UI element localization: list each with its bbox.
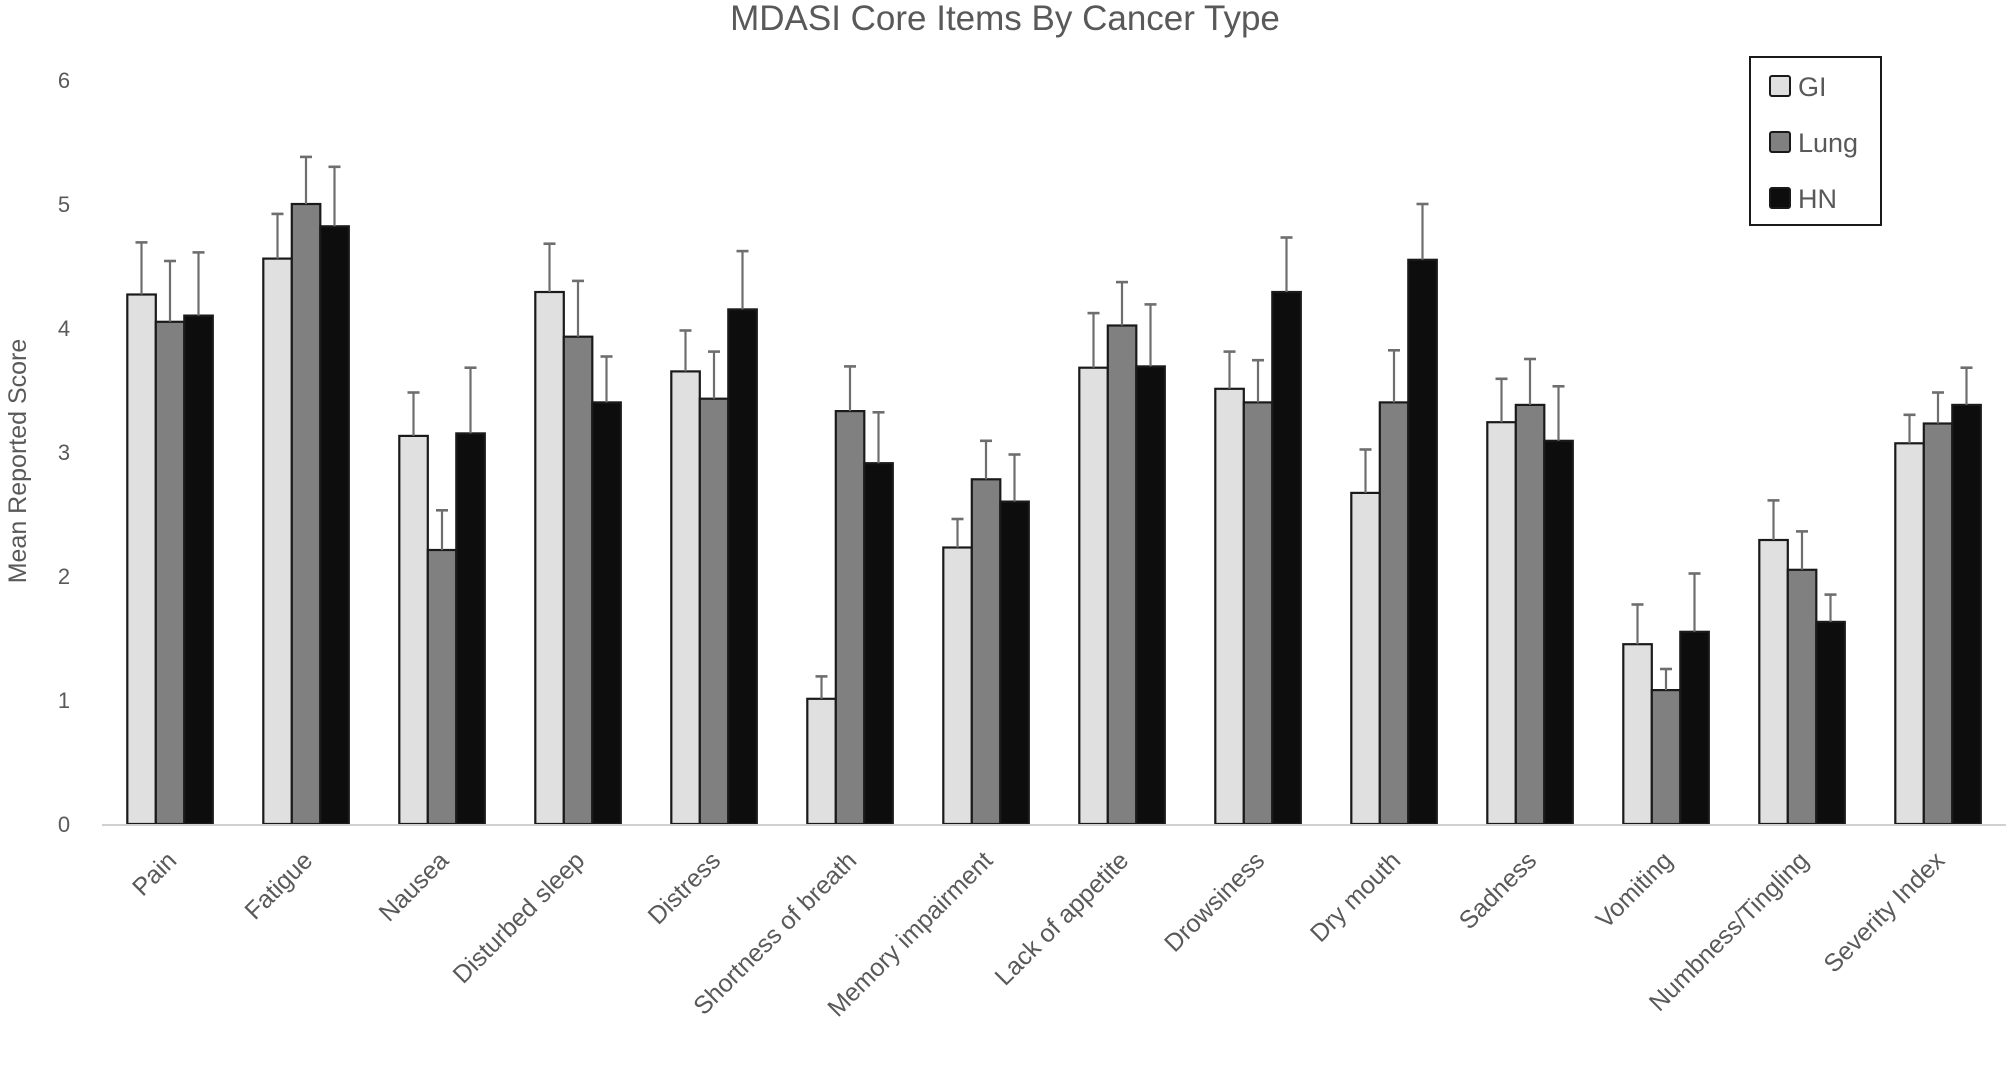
bar-lung [562, 335, 594, 826]
bar-hn [863, 462, 894, 826]
bar-lung [426, 548, 458, 826]
bar-gi [1214, 387, 1245, 826]
bar-hn [1407, 258, 1438, 826]
x-tick-label: Nausea [374, 846, 455, 927]
bar-lung [1514, 403, 1546, 826]
y-tick-label: 2 [58, 564, 70, 589]
bar-lung [1922, 422, 1954, 826]
bar-lung [834, 410, 866, 826]
y-tick-label: 1 [58, 688, 70, 713]
bar-gi [1350, 491, 1381, 826]
bar-hn [591, 401, 622, 826]
bar-gi [534, 290, 565, 826]
bar-gi [942, 546, 973, 826]
bar-hn [727, 308, 758, 826]
x-tick-label: Distress [643, 846, 727, 930]
x-tick-label: Fatigue [239, 846, 318, 925]
bar-gi [1078, 366, 1109, 826]
bar-lung [1242, 401, 1274, 826]
legend: GI Lung HN [1749, 56, 1882, 226]
chart-title: MDASI Core Items By Cancer Type [730, 0, 1280, 38]
x-tick-label: Severity Index [1818, 846, 1950, 978]
bar-gi [1486, 421, 1517, 826]
bar-hn [1543, 439, 1574, 826]
y-tick-label: 5 [58, 192, 70, 217]
y-tick-label: 4 [58, 316, 70, 341]
bar-gi [1894, 442, 1925, 826]
y-axis-title: Mean Reported Score [4, 339, 32, 584]
bar-hn [1815, 620, 1846, 826]
bar-lung [1378, 401, 1410, 826]
bar-hn [455, 432, 486, 826]
legend-swatch-gi [1769, 75, 1791, 97]
bar-hn [999, 500, 1030, 826]
x-tick-label: Disturbed sleep [448, 846, 591, 989]
bar-hn [1271, 290, 1302, 826]
bar-gi [670, 370, 701, 826]
bar-hn [1951, 403, 1982, 826]
bar-lung [970, 478, 1002, 826]
bar-hn [1679, 630, 1710, 826]
bar-hn [319, 225, 350, 826]
bar-lung [290, 202, 322, 826]
y-tick-label: 6 [58, 68, 70, 93]
legend-swatch-hn [1769, 187, 1791, 209]
x-tick-label: Sadness [1454, 846, 1543, 935]
legend-swatch-lung [1769, 131, 1791, 153]
x-tick-label: Lack of appetite [990, 846, 1135, 991]
x-tick-label: Vomiting [1591, 846, 1679, 934]
bar-lung [1786, 568, 1818, 826]
bar-gi [1758, 538, 1789, 826]
x-tick-label: Dry mouth [1305, 846, 1406, 947]
bar-lung [154, 320, 186, 826]
legend-label-gi: GI [1798, 72, 1827, 102]
bar-gi [126, 293, 157, 826]
bar-gi [398, 434, 429, 826]
y-tick-label: 3 [58, 440, 70, 465]
bar-gi [806, 697, 837, 826]
bar-hn [1135, 365, 1166, 826]
bar-lung [1650, 688, 1682, 826]
x-tick-label: Drowsiness [1159, 846, 1270, 957]
y-tick-label: 0 [58, 812, 70, 837]
bar-hn [183, 314, 214, 826]
y-axis-ticks: 0 1 2 3 4 5 6 [58, 68, 70, 837]
bar-gi [1622, 643, 1653, 826]
bars [126, 202, 1982, 826]
bar-lung [698, 397, 730, 826]
error-bars [135, 155, 1973, 699]
legend-label-lung: Lung [1798, 128, 1858, 158]
legend-label-hn: HN [1798, 184, 1837, 214]
bar-lung [1106, 324, 1138, 826]
bar-gi [262, 257, 293, 826]
x-tick-label: Pain [127, 846, 182, 901]
